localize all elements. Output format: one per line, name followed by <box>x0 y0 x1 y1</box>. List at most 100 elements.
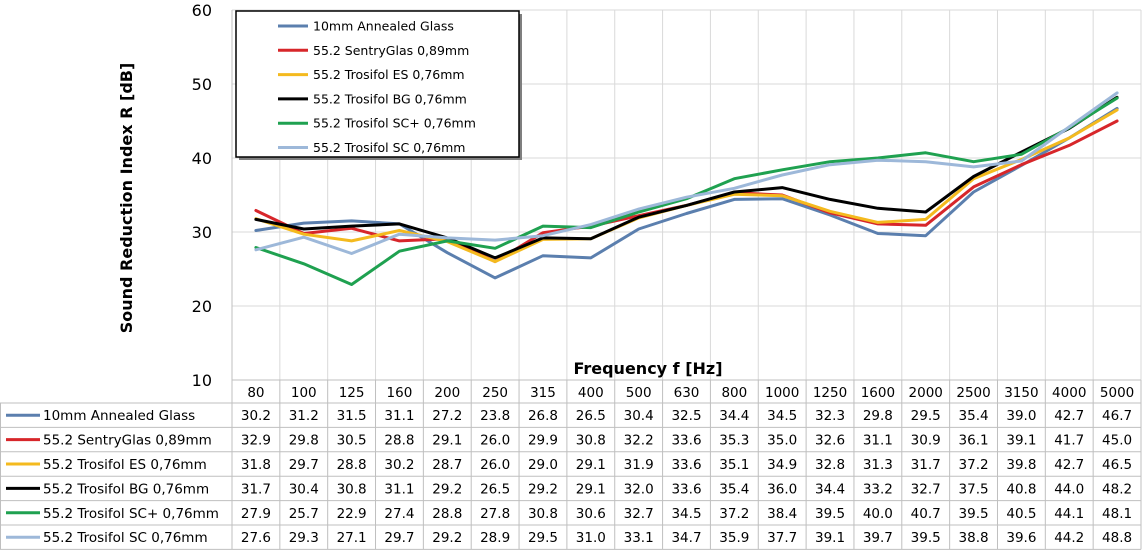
table-cell: 32.9 <box>241 433 271 449</box>
table-cell: 31.3 <box>863 457 893 473</box>
table-cell: 40.8 <box>1006 481 1036 497</box>
x-axis-label: Frequency f [Hz] <box>573 359 722 378</box>
table-cell: 46.7 <box>1102 408 1132 424</box>
table-cell: 34.4 <box>719 408 749 424</box>
table-cell: 34.9 <box>767 457 797 473</box>
table-cell: 30.2 <box>241 408 271 424</box>
table-cell: 48.8 <box>1102 530 1132 546</box>
table-cell: 30.2 <box>384 457 414 473</box>
table-cell: 39.8 <box>1006 457 1036 473</box>
table-cell: 27.9 <box>241 506 271 522</box>
table-cell: 39.6 <box>1006 530 1036 546</box>
table-cell: 29.1 <box>576 457 606 473</box>
legend-entry: 55.2 Trosifol SC+ 0,76mm <box>313 116 476 131</box>
table-cell: 39.5 <box>815 506 845 522</box>
table-cell: 32.8 <box>815 457 845 473</box>
table-cell: 48.2 <box>1102 481 1132 497</box>
table-cell: 29.0 <box>528 457 558 473</box>
table-cell: 44.2 <box>1054 530 1084 546</box>
table-cell: 27.2 <box>432 408 462 424</box>
table-cell: 39.0 <box>1006 408 1036 424</box>
table-cell: 30.6 <box>576 506 606 522</box>
y-tick-label: 30 <box>192 223 212 242</box>
table-cell: 32.5 <box>671 408 701 424</box>
table-cell: 44.0 <box>1054 481 1084 497</box>
table-cell: 30.4 <box>624 408 654 424</box>
table-cell: 31.7 <box>911 457 941 473</box>
table-cell: 35.4 <box>959 408 989 424</box>
table-cell: 29.2 <box>528 481 558 497</box>
table-cell: 31.7 <box>241 481 271 497</box>
table-cell: 34.5 <box>671 506 701 522</box>
table-row-label: 55.2 Trosifol ES 0,76mm <box>43 457 207 473</box>
table-cell: 26.5 <box>480 481 510 497</box>
table-cell: 28.8 <box>337 457 367 473</box>
table-cell: 30.9 <box>911 433 941 449</box>
table-cell: 45.0 <box>1102 433 1132 449</box>
table-cell: 39.5 <box>959 506 989 522</box>
x-tick-label: 100 <box>291 385 317 401</box>
table-cell: 28.8 <box>432 506 462 522</box>
table-cell: 28.7 <box>432 457 462 473</box>
table-cell: 29.7 <box>289 457 319 473</box>
x-tick-label: 1250 <box>813 385 847 401</box>
table-cell: 32.7 <box>911 481 941 497</box>
table-row-label: 55.2 Trosifol SC 0,76mm <box>43 530 208 546</box>
x-tick-label: 160 <box>387 385 413 401</box>
table-cell: 38.4 <box>767 506 797 522</box>
table-cell: 27.8 <box>480 506 510 522</box>
table-cell: 29.8 <box>863 408 893 424</box>
table-cell: 31.1 <box>384 481 414 497</box>
table-cell: 39.7 <box>863 530 893 546</box>
y-tick-label: 10 <box>192 371 212 390</box>
table-cell: 34.7 <box>671 530 701 546</box>
table-cell: 40.5 <box>1006 506 1036 522</box>
x-tick-label: 3150 <box>1004 385 1038 401</box>
table-cell: 33.6 <box>671 433 701 449</box>
table-cell: 22.9 <box>337 506 367 522</box>
table-cell: 29.3 <box>289 530 319 546</box>
legend-entry: 55.2 SentryGlas 0,89mm <box>313 43 469 58</box>
y-tick-label: 40 <box>192 149 212 168</box>
x-tick-label: 250 <box>482 385 508 401</box>
table-cell: 29.2 <box>432 530 462 546</box>
table-cell: 35.9 <box>719 530 749 546</box>
table-row-label: 55.2 Trosifol BG 0,76mm <box>43 481 209 497</box>
table-cell: 29.1 <box>576 481 606 497</box>
table-cell: 32.3 <box>815 408 845 424</box>
table-cell: 37.7 <box>767 530 797 546</box>
table-cell: 40.0 <box>863 506 893 522</box>
series-line-4 <box>254 95 1119 260</box>
table-cell: 26.0 <box>480 433 510 449</box>
table-cell: 31.1 <box>863 433 893 449</box>
table-cell: 39.1 <box>1006 433 1036 449</box>
x-tick-label: 400 <box>578 385 604 401</box>
table-cell: 38.8 <box>959 530 989 546</box>
table-cell: 41.7 <box>1054 433 1084 449</box>
table-cell: 23.8 <box>480 408 510 424</box>
table-cell: 27.4 <box>384 506 414 522</box>
table-cell: 36.0 <box>767 481 797 497</box>
table-cell: 34.5 <box>767 408 797 424</box>
table-cell: 28.8 <box>384 433 414 449</box>
x-tick-label: 4000 <box>1052 385 1086 401</box>
table-cell: 30.8 <box>337 481 367 497</box>
table-cell: 42.7 <box>1054 457 1084 473</box>
x-tick-label: 1600 <box>861 385 895 401</box>
table-cell: 32.2 <box>624 433 654 449</box>
x-tick-label: 5000 <box>1100 385 1134 401</box>
table-cell: 32.6 <box>815 433 845 449</box>
table-cell: 32.0 <box>624 481 654 497</box>
x-tick-label: 630 <box>674 385 700 401</box>
y-tick-label: 60 <box>192 1 212 20</box>
table-cell: 35.3 <box>719 433 749 449</box>
x-tick-label: 80 <box>247 385 264 401</box>
table-cell: 30.8 <box>528 506 558 522</box>
table-cell: 29.7 <box>384 530 414 546</box>
table-cell: 31.1 <box>384 408 414 424</box>
table-cell: 36.1 <box>959 433 989 449</box>
legend-entry: 55.2 Trosifol SC 0,76mm <box>313 140 465 155</box>
legend-entry: 55.2 Trosifol ES 0,76mm <box>313 67 465 82</box>
table-cell: 35.0 <box>767 433 797 449</box>
